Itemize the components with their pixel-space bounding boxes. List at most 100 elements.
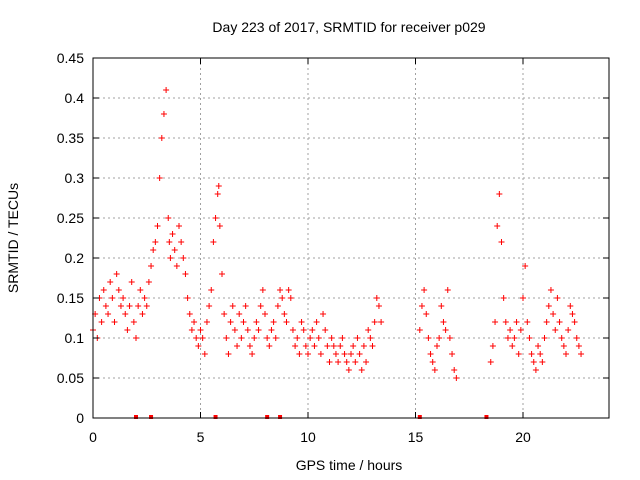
data-point (337, 343, 344, 349)
data-point (539, 359, 546, 365)
data-point (117, 303, 124, 309)
data-point (322, 327, 329, 333)
data-point (436, 335, 443, 341)
data-point (451, 367, 458, 373)
data-point (289, 327, 296, 333)
data-point (507, 327, 514, 333)
data-point (215, 183, 222, 189)
data-point (335, 359, 342, 365)
data-point (444, 287, 451, 293)
data-point (326, 359, 333, 365)
data-point (173, 263, 180, 269)
data-point (378, 319, 385, 325)
y-tick-label: 0 (76, 410, 84, 426)
data-point (166, 239, 173, 245)
data-point (438, 303, 445, 309)
data-point (246, 343, 253, 349)
data-point (167, 255, 174, 261)
data-point (375, 303, 382, 309)
data-point (547, 287, 554, 293)
data-point (554, 295, 561, 301)
data-point (350, 343, 357, 349)
data-point (287, 295, 294, 301)
data-point (133, 335, 139, 341)
data-point (360, 343, 367, 349)
data-point (216, 223, 223, 229)
data-point (324, 343, 331, 349)
x-tick-label: 10 (300, 429, 316, 445)
data-point (182, 271, 189, 277)
data-point (176, 223, 182, 229)
data-point (556, 319, 563, 325)
x-tick-label: 0 (89, 429, 97, 445)
data-point (573, 335, 580, 341)
data-point (425, 335, 432, 341)
data-point (251, 335, 258, 341)
data-point (253, 319, 260, 325)
y-tick-label: 0.4 (65, 90, 85, 106)
data-point (294, 335, 301, 341)
data-point (489, 343, 496, 349)
baseline-markers (134, 415, 489, 419)
data-point (105, 311, 112, 317)
y-axis-label: SRMTID / TECUs (5, 183, 21, 293)
data-point (513, 319, 520, 325)
data-point (309, 327, 316, 333)
data-point (107, 279, 114, 285)
data-point (234, 343, 241, 349)
data-point (257, 303, 264, 309)
data-point (203, 319, 210, 325)
data-point (191, 319, 198, 325)
data-point (575, 343, 582, 349)
data-point (272, 335, 279, 341)
data-point (317, 351, 324, 357)
baseline-marker (213, 415, 218, 419)
data-point (171, 247, 178, 253)
data-point (169, 231, 176, 237)
data-point (158, 135, 165, 141)
data-point (266, 343, 273, 349)
data-point (427, 351, 434, 357)
y-tick-label: 0.15 (57, 290, 84, 306)
data-point (511, 335, 518, 341)
data-point (148, 263, 155, 269)
data-point (565, 327, 572, 333)
data-point (277, 287, 284, 293)
data-point (154, 223, 161, 229)
data-point (571, 319, 578, 325)
data-point (440, 319, 447, 325)
data-point (358, 367, 365, 373)
data-point (268, 327, 275, 333)
data-point (126, 303, 133, 309)
data-point (543, 319, 550, 325)
data-point (165, 215, 172, 221)
data-point (569, 311, 576, 317)
data-point (244, 327, 251, 333)
data-point (320, 311, 327, 317)
data-point (249, 351, 256, 357)
data-point (186, 311, 193, 317)
data-point (453, 375, 460, 381)
data-point (541, 335, 548, 341)
data-point (300, 327, 307, 333)
data-point (214, 191, 221, 197)
data-point (354, 335, 361, 341)
grid-lines (93, 58, 609, 418)
data-point (262, 311, 268, 317)
data-point (156, 175, 163, 181)
data-point (449, 351, 456, 357)
data-point (206, 303, 213, 309)
data-point (332, 351, 339, 357)
data-point (242, 303, 249, 309)
data-point (274, 303, 281, 309)
data-point (341, 351, 348, 357)
data-point (279, 295, 286, 301)
data-point (219, 271, 225, 277)
data-point (188, 327, 195, 333)
data-point (537, 351, 544, 357)
data-point (184, 295, 191, 301)
y-tick-label: 0.1 (65, 330, 85, 346)
data-point (199, 335, 206, 341)
data-point (520, 295, 526, 301)
data-point (535, 343, 542, 349)
